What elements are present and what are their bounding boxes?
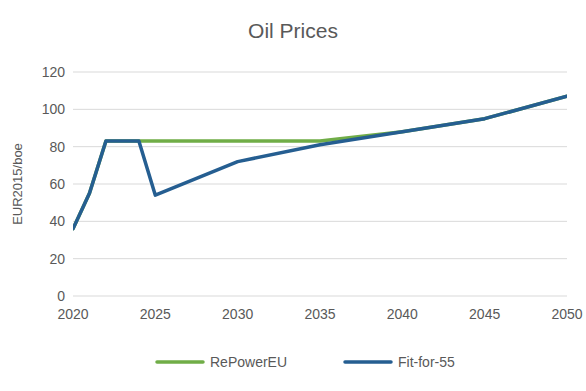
grid-line xyxy=(73,184,567,185)
title: Oil Prices xyxy=(248,19,338,42)
legend-label: RePowerEU xyxy=(210,354,287,370)
series-line xyxy=(73,96,567,229)
background xyxy=(0,0,586,391)
y-tick-label: 40 xyxy=(49,213,65,229)
plot-lines xyxy=(73,96,567,229)
x-tick-label: 2050 xyxy=(551,306,582,322)
x-tick-label: 2025 xyxy=(140,306,171,322)
grid-line xyxy=(73,72,567,73)
legend-swatch xyxy=(345,360,391,364)
grid-line xyxy=(73,109,567,110)
y-tick-label: 0 xyxy=(57,288,65,304)
y-axis-label: EUR2015/boe xyxy=(10,143,25,225)
legend-swatch xyxy=(157,360,203,364)
x-tick-label: 2030 xyxy=(222,306,253,322)
x-tick-label: 2035 xyxy=(304,306,335,322)
y-tick-label: 120 xyxy=(42,64,66,80)
grid-line xyxy=(73,258,567,259)
grid-line xyxy=(73,296,567,297)
legend: RePowerEU Fit-for-55 xyxy=(157,354,455,370)
x-tick-label: 2040 xyxy=(387,306,418,322)
y-tick-label: 80 xyxy=(49,139,65,155)
x-tick-label: 2020 xyxy=(57,306,88,322)
y-tick-label: 20 xyxy=(49,251,65,267)
x-tick-label: 2045 xyxy=(469,306,500,322)
legend-label: Fit-for-55 xyxy=(398,354,455,370)
series-line xyxy=(73,96,567,229)
grid-line xyxy=(73,221,567,222)
chart: Oil PricesEUR2015/boe0204060801001202020… xyxy=(0,0,586,391)
y-tick-label: 100 xyxy=(42,101,66,117)
y-tick-label: 60 xyxy=(49,176,65,192)
